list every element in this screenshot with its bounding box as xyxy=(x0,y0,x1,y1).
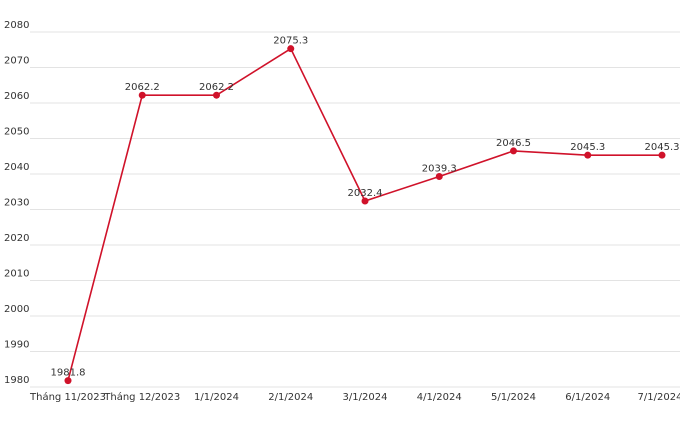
point xyxy=(138,91,146,99)
y-tick-label: 2030 xyxy=(4,198,29,209)
point xyxy=(287,45,295,53)
x-tick-label: 4/1/2024 xyxy=(417,392,462,403)
x-tick-label: 2/1/2024 xyxy=(268,392,313,403)
data-label: 2039.3 xyxy=(422,163,457,174)
x-tick-label: 5/1/2024 xyxy=(491,392,536,403)
x-tick-label: Tháng 12/2023 xyxy=(103,391,180,403)
y-tick-label: 1980 xyxy=(4,375,29,386)
point xyxy=(435,172,443,180)
point xyxy=(584,151,592,159)
data-label: 2032.4 xyxy=(348,188,383,199)
y-tick-label: 2010 xyxy=(4,269,29,280)
y-tick-label: 2070 xyxy=(4,56,29,67)
data-label: 2062.2 xyxy=(125,82,160,93)
data-label: 2045.3 xyxy=(645,142,680,153)
y-tick-label: 1990 xyxy=(4,340,29,351)
y-tick-label: 2040 xyxy=(4,162,29,173)
y-tick-label: 2020 xyxy=(4,233,29,244)
point xyxy=(64,377,72,385)
y-tick-label: 2080 xyxy=(4,20,29,31)
data-label: 1981.8 xyxy=(51,368,86,379)
data-label: 2075.3 xyxy=(273,36,308,47)
data-label: 2062.2 xyxy=(199,82,234,93)
point xyxy=(510,147,517,155)
line xyxy=(67,47,662,381)
point xyxy=(213,91,220,99)
point xyxy=(658,151,666,159)
data-label: 2045.3 xyxy=(570,142,605,153)
x-tick-label: 6/1/2024 xyxy=(565,392,610,403)
x-tick-label: 3/1/2024 xyxy=(343,392,388,403)
point xyxy=(361,197,369,205)
x-tick-label: 1/1/2024 xyxy=(194,392,239,403)
data-label: 2046.5 xyxy=(496,138,531,149)
x-tick-label: Tháng 11/2023 xyxy=(29,391,106,403)
y-tick-label: 2050 xyxy=(4,127,29,138)
y-tick-label: 2060 xyxy=(4,91,29,102)
y-tick-label: 2000 xyxy=(4,304,29,315)
x-tick-label: 7/1/2024 xyxy=(638,392,680,403)
